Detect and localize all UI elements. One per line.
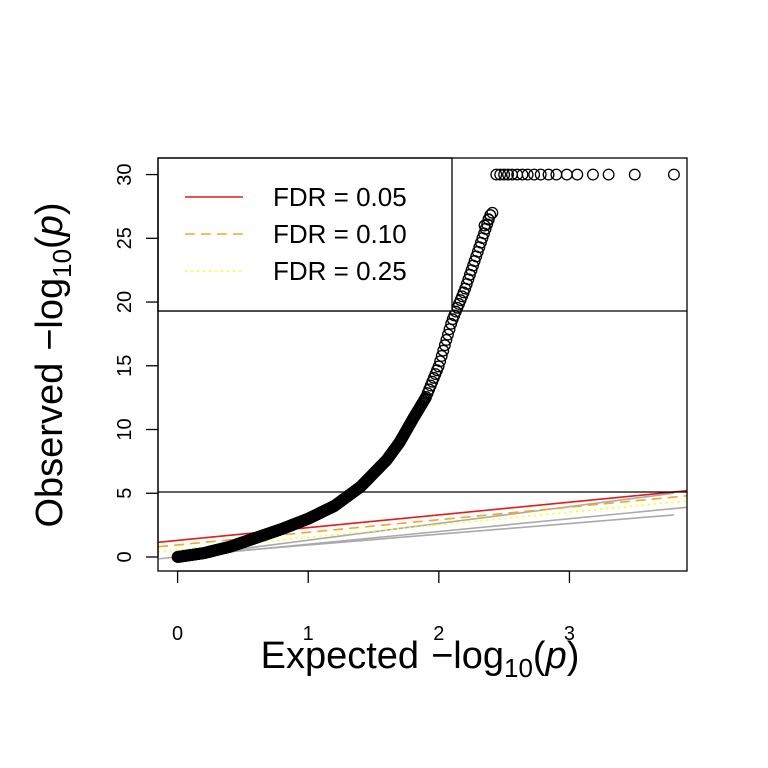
legend: FDR = 0.05 FDR = 0.10 FDR = 0.25 — [157, 157, 453, 312]
data-point-430 — [440, 333, 453, 346]
data-point-425 — [432, 360, 445, 373]
data-point-462 — [490, 168, 503, 181]
y-axis: 0 5 10 15 20 25 30 — [114, 163, 159, 563]
null-line-2 — [177, 492, 675, 558]
y-axis-title-fn: log — [29, 278, 71, 329]
y-tick-label-6: 30 — [114, 163, 136, 185]
data-point-477 — [602, 168, 615, 181]
data-point-464 — [498, 168, 511, 181]
data-point-427 — [435, 350, 448, 362]
y-tick-label-5: 25 — [114, 227, 136, 249]
data-point-478 — [628, 168, 641, 181]
x-tick-label-3: 3 — [564, 623, 575, 645]
x-axis-title-sub: 10 — [504, 653, 533, 683]
x-axis-title-open: ( — [533, 635, 546, 677]
x-axis-title: Expected −log10(p) — [261, 635, 580, 683]
data-point-469 — [521, 168, 534, 181]
data-point-471 — [534, 168, 547, 181]
data-point-476 — [587, 168, 599, 181]
y-tick-label-2: 10 — [114, 418, 136, 440]
data-point-473 — [550, 168, 563, 181]
y-tick-label-4: 20 — [114, 291, 136, 313]
data-point-428 — [437, 344, 450, 357]
data-point-459 — [478, 219, 491, 232]
data-point-479 — [667, 168, 680, 181]
y-axis-title-var: p — [29, 215, 71, 237]
x-axis-title-close: ) — [567, 635, 580, 677]
data-point-468 — [516, 168, 529, 181]
fdr-line-2 — [158, 500, 687, 553]
null-line-1 — [177, 514, 675, 557]
x-tick-label-0: 0 — [172, 623, 183, 645]
data-point-472 — [542, 168, 555, 181]
data-point-431 — [442, 328, 454, 341]
x-axis-title-minus: − — [431, 635, 453, 677]
y-axis-title-prefix: Observed — [29, 363, 71, 528]
y-tick-label-3: 15 — [114, 355, 136, 377]
y-axis-title: Observed −log10(p) — [29, 202, 77, 527]
null-lines — [158, 492, 687, 560]
x-tick-label-1: 1 — [303, 623, 314, 645]
legend-label-2: FDR = 0.25 — [273, 256, 407, 286]
x-tick-label-2: 2 — [433, 623, 444, 645]
x-axis-title-var: p — [545, 635, 567, 677]
data-point-460 — [482, 213, 495, 226]
y-axis-title-open: ( — [29, 236, 71, 249]
data-point-429 — [438, 339, 451, 352]
y-axis-title-minus: − — [29, 329, 71, 351]
y-tick-label-1: 5 — [114, 488, 136, 499]
data-points — [171, 168, 680, 563]
y-axis-title-sub: 10 — [47, 249, 77, 278]
y-axis-title-close: ) — [29, 202, 71, 215]
data-point-465 — [502, 168, 515, 181]
x-axis-title-prefix: Expected — [261, 635, 419, 677]
data-point-463 — [494, 168, 507, 181]
legend-label-0: FDR = 0.05 — [273, 182, 407, 212]
data-point-470 — [528, 168, 541, 181]
data-point-475 — [571, 168, 584, 181]
x-axis-title-fn: log — [453, 635, 504, 677]
fdr-line-0 — [158, 489, 687, 544]
data-point-426 — [434, 355, 447, 368]
y-tick-label-0: 0 — [114, 551, 136, 562]
data-point-461 — [486, 206, 499, 219]
legend-label-1: FDR = 0.10 — [273, 219, 407, 249]
x-axis: 0 1 2 3 — [172, 570, 575, 645]
data-point-474 — [560, 168, 573, 181]
